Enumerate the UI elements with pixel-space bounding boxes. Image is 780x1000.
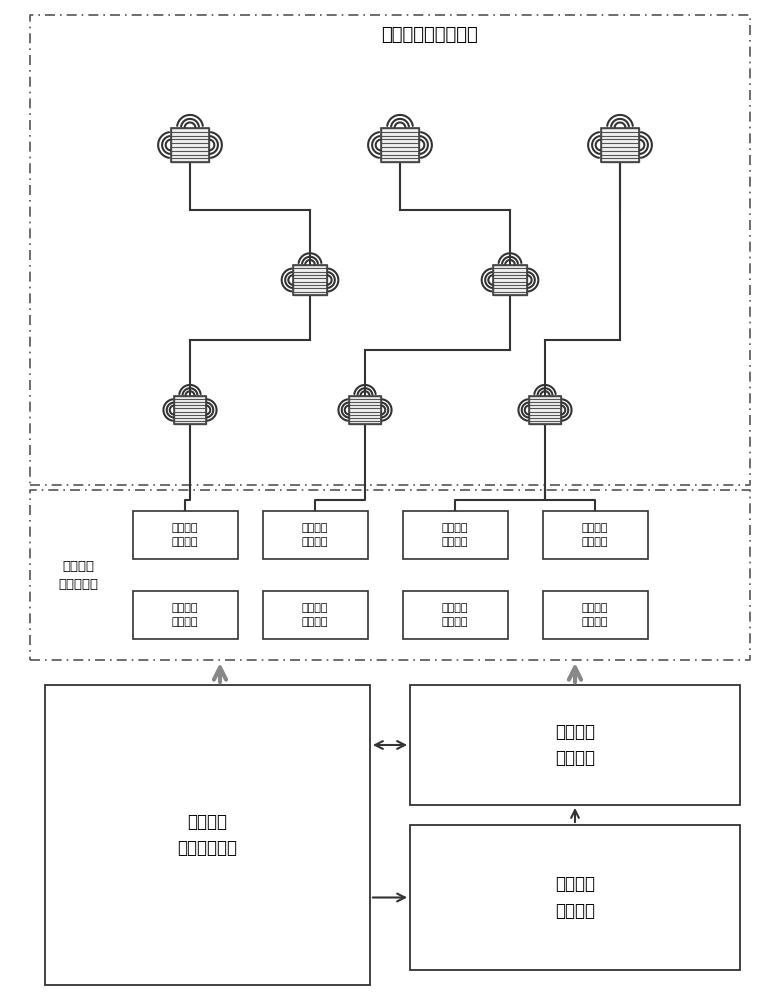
Text: 驱动信号
切换电路: 驱动信号 切换电路 [302, 523, 328, 547]
Bar [263, 591, 367, 639]
Bar [402, 511, 508, 559]
Bar [349, 396, 381, 424]
Bar [601, 128, 639, 162]
Bar [543, 591, 647, 639]
Bar [530, 396, 561, 424]
Bar [410, 825, 740, 970]
Bar [381, 128, 419, 162]
Text: 驱动信号
切换电路: 驱动信号 切换电路 [582, 523, 608, 547]
Bar [493, 265, 526, 295]
Bar [530, 396, 561, 424]
Bar [263, 511, 367, 559]
Text: 驱动信号
发生电路: 驱动信号 发生电路 [555, 875, 595, 920]
Text: 驱动信号
切换电路: 驱动信号 切换电路 [441, 523, 468, 547]
Bar [133, 591, 237, 639]
Text: 驱动信号
切换电路: 驱动信号 切换电路 [582, 603, 608, 627]
Bar [171, 128, 209, 162]
Bar [174, 396, 206, 424]
Text: 驱动信号
切换电路: 驱动信号 切换电路 [172, 523, 198, 547]
Text: 驱动信号
切换电路: 驱动信号 切换电路 [441, 603, 468, 627]
Bar [349, 396, 381, 424]
Bar [381, 128, 419, 162]
Text: 磁场频率
功率控制单元: 磁场频率 功率控制单元 [178, 813, 237, 857]
Bar [133, 511, 237, 559]
Bar [174, 396, 206, 424]
Bar [293, 265, 327, 295]
Bar [493, 265, 526, 295]
Bar [45, 685, 370, 985]
Text: 驱动电流
监测电路: 驱动电流 监测电路 [555, 723, 595, 767]
Text: 驱动信号
切换电路组: 驱动信号 切换电路组 [58, 560, 98, 590]
Text: 正交磁场发射天线组: 正交磁场发射天线组 [381, 26, 478, 44]
Text: 驱动信号
切换电路: 驱动信号 切换电路 [302, 603, 328, 627]
Bar [410, 685, 740, 805]
Text: 驱动信号
切换电路: 驱动信号 切换电路 [172, 603, 198, 627]
Bar [402, 591, 508, 639]
Bar [171, 128, 209, 162]
Bar [543, 511, 647, 559]
Bar [601, 128, 639, 162]
Bar [293, 265, 327, 295]
